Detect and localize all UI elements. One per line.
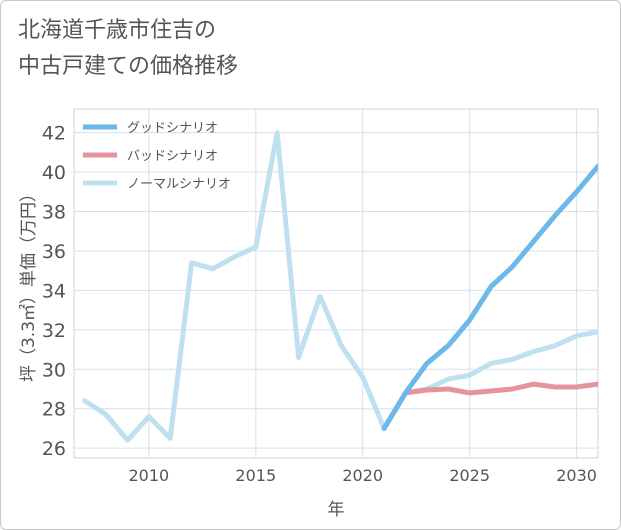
y-tick-label: 30 (42, 359, 66, 381)
y-axis-label: 坪（3.3㎡）単価（万円） (19, 185, 39, 382)
y-tick-label: 28 (42, 399, 66, 421)
legend-label: グッドシナリオ (127, 121, 218, 136)
y-tick-label: 38 (42, 202, 66, 224)
plot-area (73, 108, 599, 459)
chart-title: 北海道千歳市住吉の 中古戸建ての価格推移 (18, 13, 238, 85)
series-line-0 (381, 163, 598, 431)
x-tick-label: 2010 (128, 466, 169, 485)
y-tick-label: 42 (42, 123, 66, 145)
x-tick-label: 2020 (342, 466, 383, 485)
x-tick-label: 2030 (556, 466, 597, 485)
legend-label: バッドシナリオ (127, 149, 218, 164)
y-tick-label: 26 (42, 438, 66, 460)
y-tick-label: 36 (42, 241, 66, 263)
y-tick-label: 40 (42, 162, 66, 184)
chart-title-line1: 北海道千歳市住吉の (18, 18, 217, 43)
x-axis-label: 年 (328, 500, 345, 520)
series-line-2 (82, 130, 598, 443)
chart-title-line2: 中古戸建ての価格推移 (18, 54, 239, 79)
y-tick-label: 34 (42, 280, 66, 302)
y-tick-label: 32 (42, 320, 66, 342)
x-tick-label: 2025 (449, 466, 490, 485)
series-line-1 (381, 381, 598, 431)
legend-label: ノーマルシナリオ (127, 177, 231, 192)
x-tick-label: 2015 (235, 466, 276, 485)
